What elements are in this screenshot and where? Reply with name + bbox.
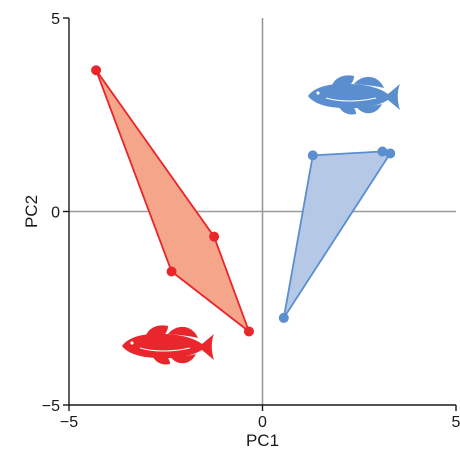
data-point-series-1-2 — [209, 231, 220, 242]
y-tick-label: −5 — [42, 398, 60, 415]
fish-icon-eye — [316, 91, 320, 95]
x-tick-label: 0 — [258, 414, 267, 431]
fish-icon-body — [308, 83, 400, 110]
fish-icon-pelvic-fin — [152, 354, 170, 365]
fish-icon — [308, 75, 400, 115]
hull-series-1 — [95, 69, 250, 333]
data-point-series-1-4 — [166, 266, 177, 277]
data-point-series-1-3 — [243, 326, 254, 337]
fish-icon-pelvic-fin — [338, 104, 356, 115]
data-point-series-2-1 — [307, 150, 318, 161]
y-axis-label: PC2 — [22, 195, 41, 228]
y-tick-label: 0 — [51, 205, 60, 222]
data-point-series-2-3 — [385, 148, 396, 159]
x-tick-label: −5 — [60, 414, 78, 431]
fish-icon-lateral-line — [325, 97, 377, 102]
point-layer — [91, 65, 396, 337]
tick-layer: −5 0 5 −5 0 5 — [42, 11, 460, 431]
y-tick-label: 5 — [51, 11, 60, 28]
x-tick-label: 5 — [452, 414, 460, 431]
fish-icon-anal-fin — [356, 104, 382, 114]
fish-icon-dorsal-fin-rear — [168, 326, 198, 338]
hull-layer — [95, 69, 392, 333]
data-point-series-2-4 — [278, 312, 289, 323]
fish-icon-lateral-line — [139, 347, 191, 352]
fish-icon-body — [122, 333, 214, 360]
fish-icon-dorsal-fin — [332, 75, 354, 85]
x-axis-label: PC1 — [246, 431, 279, 450]
fish-icon-dorsal-fin-rear — [354, 76, 384, 88]
data-point-series-2-2 — [377, 146, 388, 157]
fish-icon-anal-fin — [170, 354, 196, 364]
fish-icon — [122, 325, 214, 365]
hull-series-2 — [282, 150, 392, 319]
fish-icon-dorsal-fin — [146, 325, 168, 335]
data-point-series-1-1 — [91, 65, 102, 76]
icon-layer — [122, 75, 400, 365]
zero-lines — [69, 18, 456, 405]
fish-icon-eye — [130, 341, 134, 345]
